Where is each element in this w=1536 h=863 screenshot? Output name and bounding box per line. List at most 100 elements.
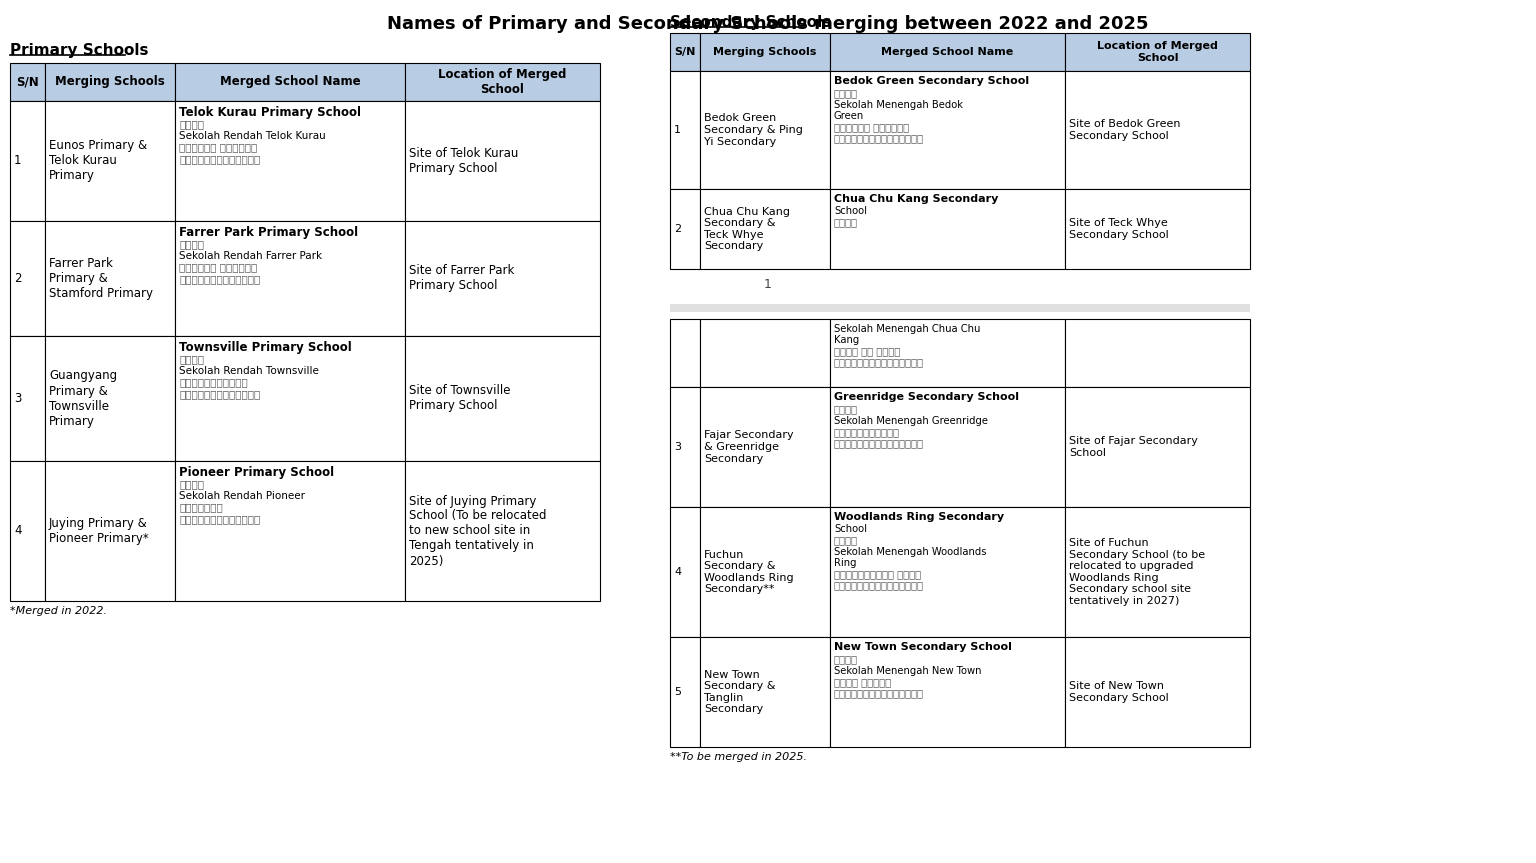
Bar [670, 319, 700, 387]
Text: ஃபேரர் பார்க்: ஃபேரர் பார்க் [180, 262, 257, 273]
Text: Bedok Green
Secondary & Ping
Yi Secondary: Bedok Green Secondary & Ping Yi Secondar… [703, 113, 803, 147]
Text: New Town
Secondary &
Tanglin
Secondary: New Town Secondary & Tanglin Secondary [703, 670, 776, 715]
Bar [670, 507, 700, 637]
Bar [1064, 319, 1250, 387]
Text: தொடக்கப்பள்ளி: தொடக்கப்பள்ளி [180, 514, 260, 524]
Text: 2: 2 [674, 224, 680, 234]
Text: Eunos Primary &
Telok Kurau
Primary: Eunos Primary & Telok Kurau Primary [49, 140, 147, 182]
Bar [175, 101, 406, 221]
Text: School: School [834, 525, 866, 534]
Bar [670, 33, 700, 71]
Bar [700, 33, 829, 71]
Text: Site of Fuchun
Secondary School (to be
relocated to upgraded
Woodlands Ring
Seco: Site of Fuchun Secondary School (to be r… [1069, 538, 1206, 606]
Bar [670, 71, 700, 189]
Text: Site of Townsville
Primary School: Site of Townsville Primary School [409, 385, 510, 413]
Text: உயர்நிலைப்பள்ளி: உயர்நிலைப்பள்ளி [834, 688, 925, 698]
Text: தொடக்கப்பள்ளி: தொடக்கப்பள்ளி [180, 154, 260, 164]
Text: Woodlands Ring Secondary: Woodlands Ring Secondary [834, 512, 1005, 522]
Text: Guangyang
Primary &
Townsville
Primary: Guangyang Primary & Townsville Primary [49, 369, 117, 427]
Text: 聚英小学: 聚英小学 [180, 479, 204, 489]
Bar [700, 319, 829, 387]
Text: 5: 5 [674, 687, 680, 697]
Bar [670, 189, 700, 269]
Bar [1064, 637, 1250, 747]
Text: Site of Bedok Green
Secondary School: Site of Bedok Green Secondary School [1069, 119, 1181, 141]
Text: Fajar Secondary
& Greenridge
Secondary: Fajar Secondary & Greenridge Secondary [703, 431, 794, 463]
Text: பிடோக் கிரீன்: பிடோக் கிரீன் [834, 122, 909, 132]
Bar [1064, 387, 1250, 507]
Bar [11, 63, 45, 101]
Text: நியூ டவுன்: நியூ டவுன் [834, 677, 891, 687]
Bar [175, 221, 406, 336]
Bar [406, 101, 601, 221]
Bar [829, 507, 1064, 637]
Text: Chua Chu Kang Secondary: Chua Chu Kang Secondary [834, 194, 998, 204]
Text: உயர்நிலைப்பள்ளி: உயர்நிலைப்பள்ளி [834, 438, 925, 448]
Text: 励进中学: 励进中学 [834, 405, 859, 414]
Text: *Merged in 2022.: *Merged in 2022. [11, 606, 108, 616]
Text: பயனியர்: பயனியர் [180, 502, 223, 513]
Text: தெலுக் குராவ்: தெலுக் குராவ் [180, 142, 257, 153]
Bar [1064, 189, 1250, 269]
Bar [11, 101, 45, 221]
Text: Sekolah Rendah Townsville: Sekolah Rendah Townsville [180, 366, 319, 375]
Bar [11, 221, 45, 336]
Text: Farrer Park Primary School: Farrer Park Primary School [180, 226, 358, 239]
Bar [11, 461, 45, 601]
Text: Sekolah Menengah Greenridge: Sekolah Menengah Greenridge [834, 416, 988, 425]
Text: Site of Telok Kurau
Primary School: Site of Telok Kurau Primary School [409, 147, 518, 175]
Text: 华苑小学: 华苑小学 [180, 239, 204, 249]
Text: School: School [834, 206, 866, 217]
Text: உயர்நிலைப்பள்ளி: உயர்நிலைப்பள்ளி [834, 357, 925, 368]
Text: Merging Schools: Merging Schools [55, 75, 164, 89]
Bar [175, 63, 406, 101]
Text: Green: Green [834, 110, 865, 121]
Text: S/N: S/N [674, 47, 696, 57]
Text: 光洋小学: 光洋小学 [180, 354, 204, 364]
Bar [700, 637, 829, 747]
Text: சுவா சூ காங்: சுவா சூ காங் [834, 346, 900, 356]
Text: 友诺小学: 友诺小学 [180, 119, 204, 129]
Text: Merging Schools: Merging Schools [713, 47, 817, 57]
Bar [829, 319, 1064, 387]
Text: 2: 2 [14, 272, 22, 285]
Bar [45, 221, 175, 336]
Text: 4: 4 [14, 525, 22, 538]
Text: கிரீன்ரிட்ஜ: கிரீன்ரிட்ஜ [834, 426, 900, 437]
Text: Telok Kurau Primary School: Telok Kurau Primary School [180, 106, 361, 119]
Bar [700, 507, 829, 637]
Bar [45, 101, 175, 221]
Text: New Town Secondary School: New Town Secondary School [834, 642, 1012, 652]
Bar [1064, 507, 1250, 637]
Text: 福春中学: 福春中学 [834, 536, 859, 545]
Text: 1: 1 [14, 154, 22, 167]
Text: டவுன்ஸ்வில்: டவுன்ஸ்வில் [180, 377, 247, 387]
Bar [829, 387, 1064, 507]
Text: Sekolah Menengah Woodlands: Sekolah Menengah Woodlands [834, 547, 986, 557]
Text: 德惠中学: 德惠中学 [834, 217, 859, 228]
Bar [175, 336, 406, 461]
Bar [829, 33, 1064, 71]
Text: Secondary Schools: Secondary Schools [670, 15, 831, 30]
Text: Location of Merged
School: Location of Merged School [1097, 41, 1218, 63]
Text: 光伟中学: 光伟中学 [834, 654, 859, 665]
Bar [175, 461, 406, 601]
Bar [45, 336, 175, 461]
Text: Sekolah Rendah Farrer Park: Sekolah Rendah Farrer Park [180, 251, 323, 261]
Text: உட்லண்ட்ஸ் ரிங்: உட்லண்ட்ஸ் ரிங் [834, 569, 922, 579]
Text: Farrer Park
Primary &
Stamford Primary: Farrer Park Primary & Stamford Primary [49, 257, 154, 300]
Bar [406, 461, 601, 601]
Text: 1: 1 [674, 125, 680, 135]
Text: Site of Fajar Secondary
School: Site of Fajar Secondary School [1069, 436, 1198, 457]
Text: Sekolah Rendah Pioneer: Sekolah Rendah Pioneer [180, 491, 306, 501]
Bar [700, 387, 829, 507]
Bar [700, 71, 829, 189]
Bar [1064, 71, 1250, 189]
Text: Fuchun
Secondary &
Woodlands Ring
Secondary**: Fuchun Secondary & Woodlands Ring Second… [703, 550, 794, 595]
Text: Sekolah Rendah Telok Kurau: Sekolah Rendah Telok Kurau [180, 131, 326, 141]
Text: **To be merged in 2025.: **To be merged in 2025. [670, 752, 806, 762]
Text: Site of Teck Whye
Secondary School: Site of Teck Whye Secondary School [1069, 218, 1169, 240]
Bar [406, 336, 601, 461]
Text: உயர்நிலைப்பள்ளி: உயர்நிலைப்பள்ளி [834, 133, 925, 143]
Bar [11, 336, 45, 461]
